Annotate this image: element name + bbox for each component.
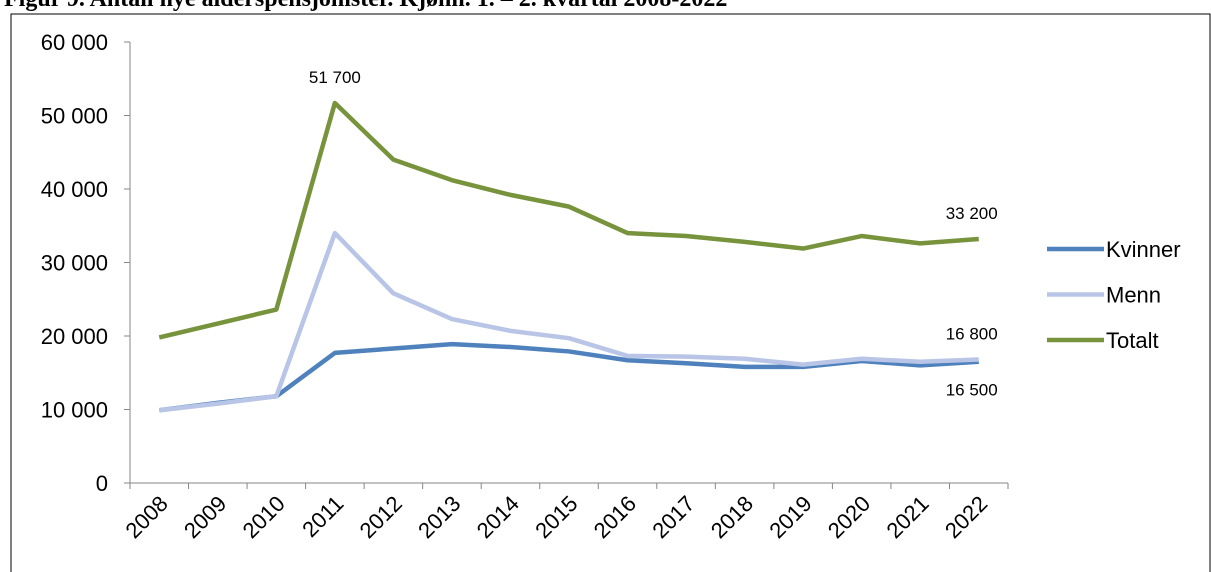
x-tick-label: 2012 (355, 491, 407, 543)
series-line (158, 100, 979, 340)
chart-frame (10, 13, 1211, 572)
data-label: 51 700 (309, 68, 361, 87)
y-tick-label: 30 000 (41, 251, 108, 276)
y-tick-label: 50 000 (41, 104, 108, 129)
chart-title: Figur 9. Antall nye alderspensjonister. … (4, 0, 727, 12)
x-tick-label: 2019 (764, 491, 816, 543)
data-label: 16 500 (946, 381, 998, 400)
y-tick-label: 60 000 (41, 30, 108, 55)
y-tick-label: 10 000 (41, 398, 108, 423)
y-tick-label: 40 000 (41, 177, 108, 202)
series-line (159, 230, 979, 413)
data-label: 16 800 (946, 325, 998, 344)
x-tick-label: 2011 (297, 491, 348, 542)
x-tick-label: 2022 (940, 491, 992, 543)
legend-label: Kvinner (1106, 237, 1181, 262)
x-tick-label: 2010 (238, 491, 290, 543)
legend-label: Totalt (1106, 328, 1159, 353)
x-tick-label: 2016 (589, 491, 641, 543)
x-tick-label: 2018 (706, 491, 758, 543)
x-tick-label: 2008 (121, 491, 173, 543)
x-tick-label: 2017 (647, 491, 699, 543)
legend-label: Menn (1106, 283, 1161, 308)
y-tick-label: 0 (96, 471, 108, 496)
x-tick-label: 2020 (823, 491, 875, 543)
x-tick-label: 2021 (881, 491, 933, 543)
x-tick-label: 2014 (472, 491, 524, 543)
x-tick-label: 2013 (413, 491, 465, 543)
x-tick-label: 2015 (530, 491, 582, 543)
y-tick-label: 20 000 (41, 324, 108, 349)
x-tick-label: 2009 (179, 491, 231, 543)
data-label: 33 200 (946, 204, 998, 223)
